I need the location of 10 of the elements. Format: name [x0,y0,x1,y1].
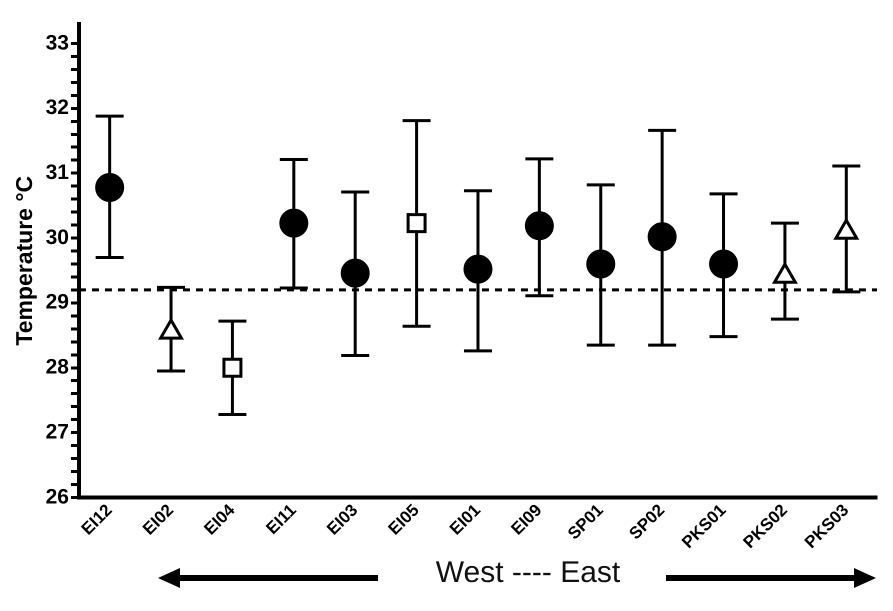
y-tick-label: 26 [46,485,69,508]
y-tick-label: 30 [46,226,69,249]
y-tick-label: 28 [46,356,70,379]
y-axis-title: Temperature °C [11,176,38,346]
y-tick-label: 31 [46,160,70,184]
y-tick-label: 27 [46,420,69,444]
y-tick-label: 33 [46,31,69,54]
y-tick-label: 29 [46,290,69,314]
y-tick-label: 32 [46,96,69,120]
text: West ---- East [434,556,622,590]
